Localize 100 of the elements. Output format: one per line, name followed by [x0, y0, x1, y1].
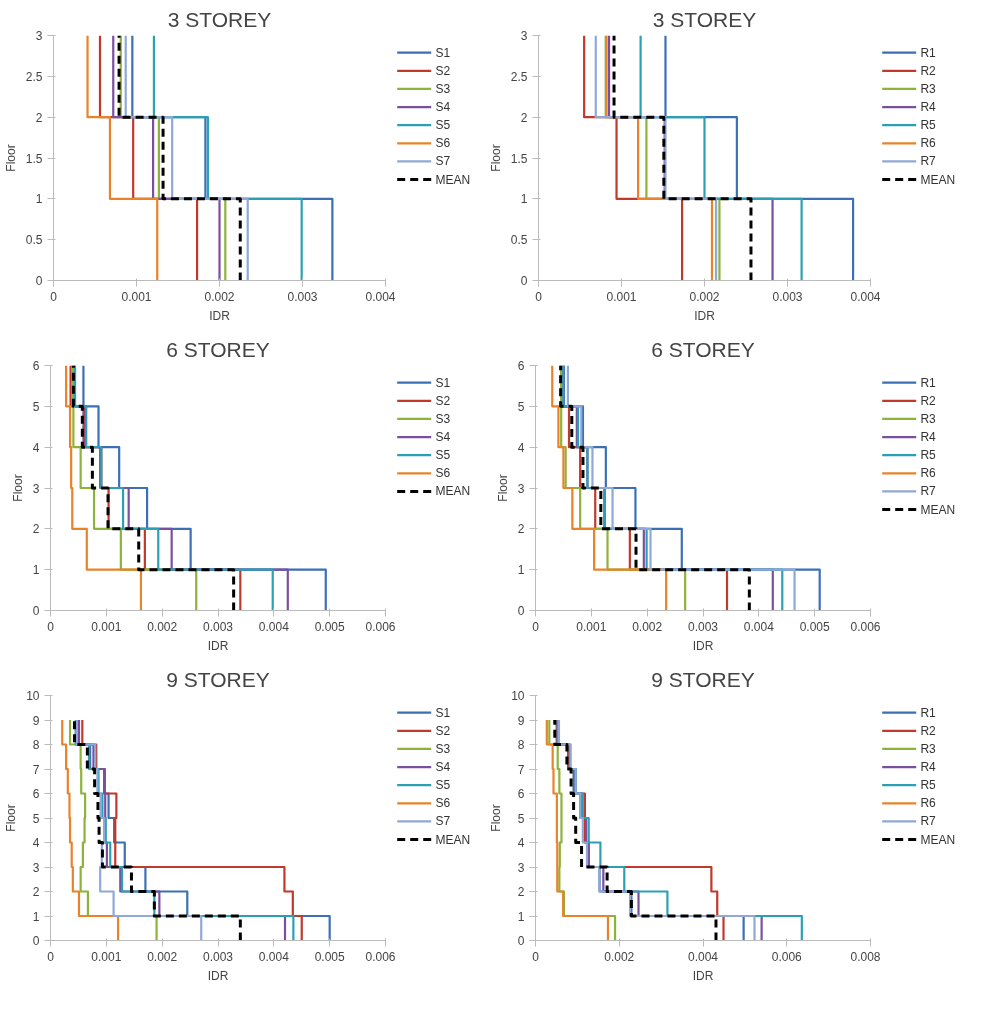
legend-label: S6	[435, 466, 451, 481]
y-tick-label: 0	[517, 604, 525, 618]
y-tick-label: 2.5	[510, 69, 528, 84]
y-tick-label: 1.5	[25, 151, 43, 166]
legend-label: R1	[920, 45, 937, 60]
chart-title: 6 STOREY	[166, 337, 270, 361]
legend-label: R6	[920, 796, 937, 811]
y-tick-label: 0.5	[25, 233, 43, 248]
legend-label: R4	[920, 760, 937, 775]
legend-label: S3	[435, 741, 451, 756]
x-tick-label: 0.002	[147, 619, 178, 634]
legend-label: R6	[920, 136, 937, 151]
x-tick-label: 0.002	[689, 289, 720, 304]
y-tick-label: 9	[32, 713, 40, 728]
legend-label: S7	[435, 814, 451, 829]
x-tick-label: 0.003	[772, 289, 803, 304]
x-axis-title: IDR	[692, 968, 714, 983]
legend-label: S3	[435, 411, 451, 426]
x-tick-label: 0.006	[365, 949, 396, 964]
y-tick-label: 2.5	[25, 69, 43, 84]
y-axis-title: Floor	[3, 144, 18, 172]
y-tick-label: 0	[520, 274, 528, 288]
y-axis-title: Floor	[489, 804, 504, 832]
y-tick-label: 8	[517, 738, 525, 752]
y-tick-label: 5	[517, 811, 525, 826]
x-tick-label: 0.004	[850, 289, 881, 304]
legend-label: S2	[435, 723, 451, 738]
y-tick-label: 3	[35, 29, 43, 43]
chart-title: 3 STOREY	[167, 7, 272, 31]
legend-label: R5	[920, 118, 937, 133]
y-tick-label: 2	[517, 522, 525, 537]
legend-label: S5	[435, 448, 451, 463]
x-tick-label: 0.001	[576, 619, 607, 634]
y-tick-label: 3	[517, 481, 525, 496]
x-tick-label: 0.002	[604, 949, 635, 964]
chart-title: 9 STOREY	[651, 667, 755, 691]
chart-title: 9 STOREY	[166, 667, 270, 691]
y-tick-label: 3	[517, 860, 525, 875]
y-tick-label: 5	[32, 399, 40, 414]
legend-label: R1	[920, 375, 937, 390]
y-tick-label: 2	[32, 885, 40, 899]
legend-label: S7	[435, 154, 451, 169]
legend-label: S4	[435, 760, 451, 775]
y-tick-label: 10	[511, 689, 525, 703]
x-axis-title: IDR	[694, 308, 716, 323]
y-tick-label: 0	[32, 934, 40, 948]
legend-label: S6	[435, 136, 451, 151]
y-tick-label: 3	[520, 29, 528, 43]
y-tick-label: 6	[517, 359, 525, 373]
y-tick-label: 4	[517, 440, 525, 455]
x-axis-title: IDR	[207, 638, 229, 653]
x-tick-label: 0.006	[850, 619, 881, 634]
y-axis-title: Floor	[495, 474, 510, 502]
y-tick-label: 4	[32, 836, 40, 850]
legend-label: R2	[920, 63, 937, 78]
y-axis-title: Floor	[4, 804, 19, 832]
legend-label: R4	[920, 100, 937, 115]
y-tick-label: 0	[35, 274, 43, 288]
legend-label: S4	[435, 430, 451, 445]
legend-label: R2	[920, 393, 937, 408]
x-tick-label: 0.004	[365, 289, 396, 304]
chart-title: 3 STOREY	[652, 7, 757, 31]
x-tick-label: 0.001	[91, 949, 122, 964]
legend-label: MEAN	[435, 832, 471, 847]
legend-label: R7	[920, 814, 937, 829]
y-tick-label: 1	[32, 563, 40, 578]
legend-label: MEAN	[920, 502, 956, 517]
x-tick-label: 0.002	[632, 619, 663, 634]
y-tick-label: 3	[32, 860, 40, 875]
x-tick-label: 0	[50, 289, 58, 304]
y-tick-label: 7	[32, 762, 40, 777]
legend-label: R5	[920, 448, 937, 463]
y-tick-label: 1	[32, 909, 40, 924]
legend-label: R4	[920, 430, 937, 445]
legend-label: R2	[920, 723, 937, 738]
y-axis-title: Floor	[10, 474, 25, 502]
legend-label: R3	[920, 411, 937, 426]
legend-label: S5	[435, 778, 451, 793]
x-tick-label: 0.003	[202, 619, 234, 634]
y-tick-label: 6	[32, 787, 40, 801]
x-tick-label: 0.004	[687, 949, 719, 964]
legend-label: S2	[435, 63, 451, 78]
y-tick-label: 6	[517, 787, 525, 801]
y-tick-label: 3	[32, 481, 40, 496]
x-axis-title: IDR	[207, 968, 229, 983]
legend-label: R6	[920, 466, 937, 481]
y-tick-label: 5	[32, 811, 40, 826]
legend-label: S1	[435, 705, 451, 720]
legend-label: MEAN	[920, 832, 956, 847]
x-tick-label: 0.002	[204, 289, 235, 304]
y-tick-label: 0	[32, 604, 40, 618]
x-tick-label: 0.005	[314, 619, 346, 634]
legend-label: R3	[920, 81, 937, 96]
legend-label: R7	[920, 484, 937, 499]
x-axis-title: IDR	[209, 308, 231, 323]
x-tick-label: 0.003	[687, 619, 719, 634]
legend-label: S5	[435, 118, 451, 133]
legend-label: S1	[435, 375, 451, 390]
x-tick-label: 0.004	[258, 949, 290, 964]
x-tick-label: 0.003	[202, 949, 234, 964]
